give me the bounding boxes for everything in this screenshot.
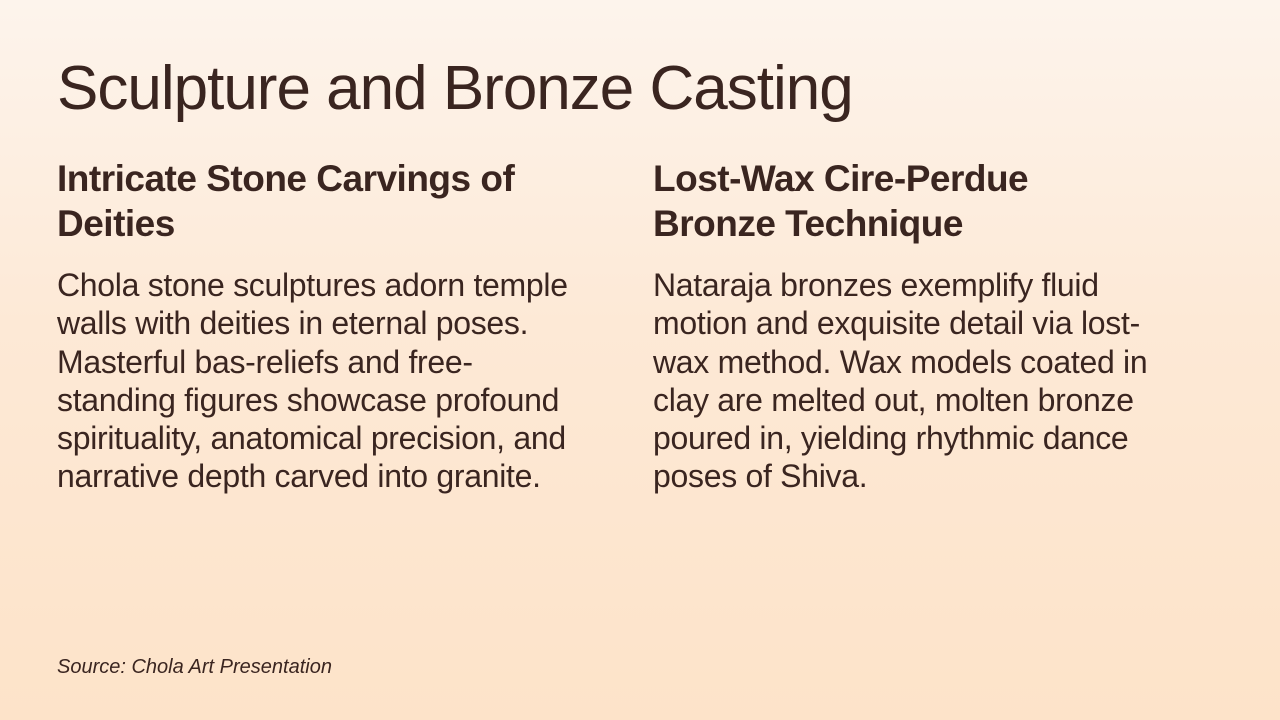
column-heading: Intricate Stone Carvings of Deities xyxy=(57,158,515,244)
source-caption: Source: Chola Art Presentation xyxy=(57,656,332,678)
column-body: Chola stone sculptures adorn temple wall… xyxy=(57,267,568,495)
column-bronze-technique: Lost-Wax Cire-Perdue Bronze Technique Na… xyxy=(653,156,1193,496)
column-body: Nataraja bronzes exemplify fluid motion … xyxy=(653,267,1148,495)
column-stone-carvings: Intricate Stone Carvings of Deities Chol… xyxy=(57,156,597,496)
slide-title: Sculpture and Bronze Casting xyxy=(57,54,854,123)
column-heading: Lost-Wax Cire-Perdue Bronze Technique xyxy=(653,158,1029,244)
